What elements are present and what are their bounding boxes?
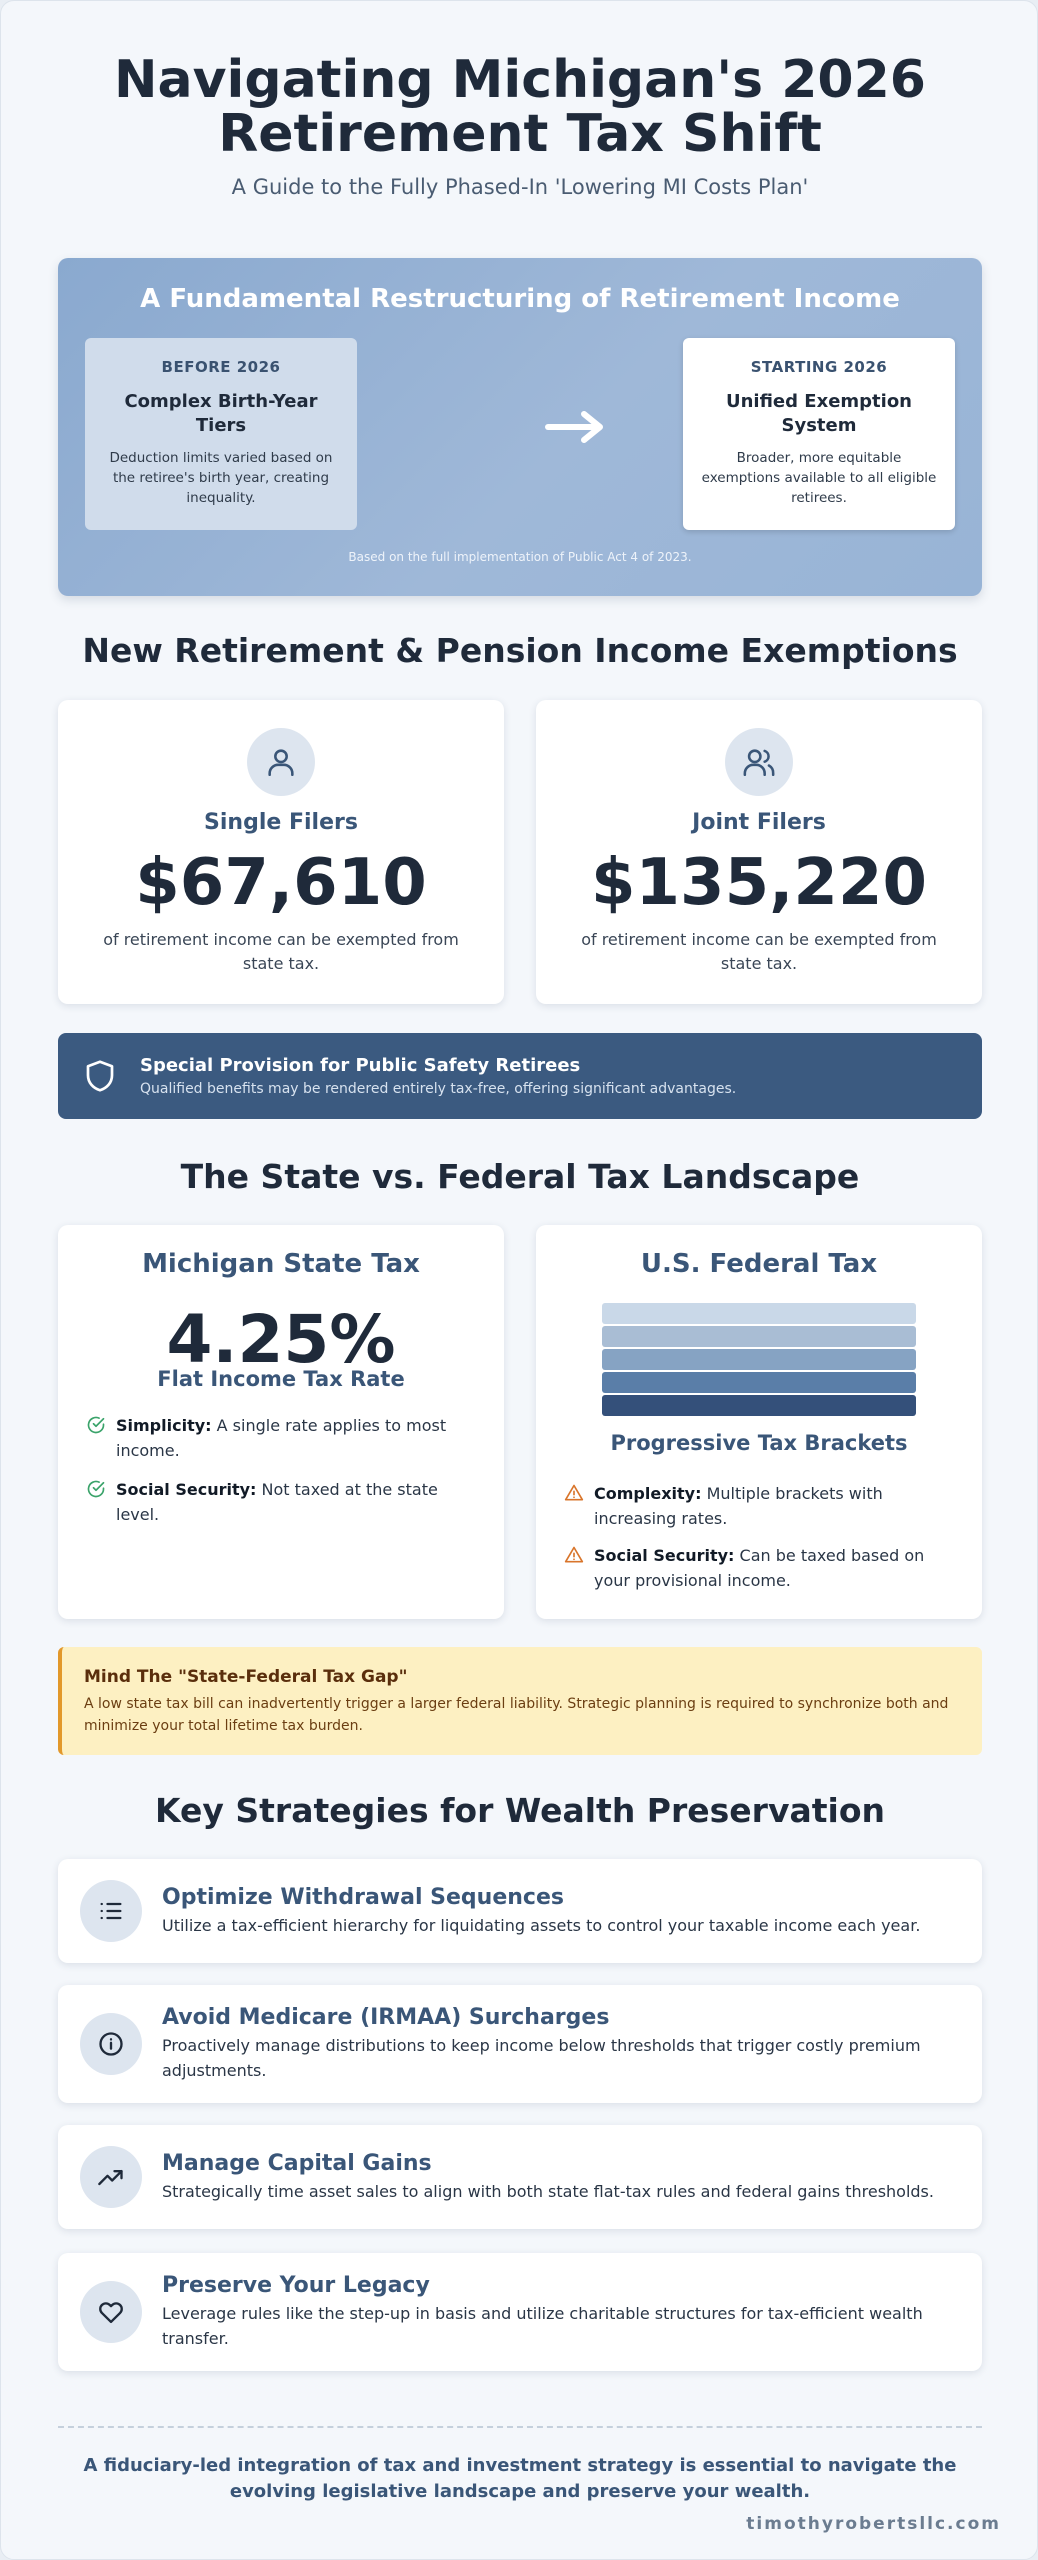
strategy-text: Leverage rules like the step-up in basis… [162, 2304, 923, 2348]
restructuring-heading: A Fundamental Restructuring of Retiremen… [140, 284, 900, 314]
arrow-right-icon [544, 410, 606, 444]
strategy-text: Utilize a tax-efficient hierarchy for li… [162, 1916, 921, 1935]
footer-divider [58, 2426, 982, 2428]
strategy-title: Avoid Medicare (IRMAA) Surcharges [162, 2005, 610, 2030]
strategy-title: Preserve Your Legacy [162, 2273, 430, 2298]
state-bullet-social-security: Social Security: Not taxed at the state … [86, 1477, 478, 1527]
tax-bracket-bar [602, 1303, 916, 1324]
tax-gap-callout: Mind The "State-Federal Tax Gap" A low s… [58, 1647, 982, 1755]
michigan-state-tax-card: Michigan State Tax 4.25% Flat Income Tax… [58, 1225, 504, 1619]
user-icon [247, 728, 315, 796]
check-circle-icon [86, 1477, 116, 1527]
strategy-text: Strategically time asset sales to align … [162, 2182, 934, 2201]
single-filers-card: Single Filers $67,610 of retirement inco… [58, 700, 504, 1004]
before-2026-box: BEFORE 2026 Complex Birth-Year Tiers Ded… [85, 338, 357, 530]
state-rate-label: Flat Income Tax Rate [157, 1367, 405, 1391]
federal-bullet-complexity: Complexity: Multiple brackets with incre… [564, 1481, 956, 1531]
title-line-2: Retirement Tax Shift [218, 104, 822, 164]
page-title: Navigating Michigan's 2026 Retirement Ta… [61, 53, 979, 161]
heart-icon [80, 2281, 142, 2343]
single-filers-description: of retirement income can be exempted fro… [103, 930, 459, 973]
tax-bracket-bar [602, 1372, 916, 1393]
shield-icon [82, 1057, 118, 1099]
tax-gap-title: Mind The "State-Federal Tax Gap" [84, 1667, 408, 1687]
joint-filers-card: Joint Filers $135,220 of retirement inco… [536, 700, 982, 1004]
strategy-card-irmaa: Avoid Medicare (IRMAA) Surcharges Proact… [58, 1985, 982, 2103]
state-tax-title: Michigan State Tax [142, 1249, 420, 1279]
strategy-title: Manage Capital Gains [162, 2151, 432, 2176]
single-filers-title: Single Filers [204, 810, 358, 835]
check-circle-icon [86, 1413, 116, 1463]
list-icon [80, 1880, 142, 1942]
state-tax-rate: 4.25% [166, 1301, 396, 1378]
strategy-card-withdrawal: Optimize Withdrawal Sequences Utilize a … [58, 1859, 982, 1963]
public-safety-banner: Special Provision for Public Safety Reti… [58, 1033, 982, 1119]
before-description: Deduction limits varied based on the ret… [109, 450, 333, 506]
joint-filers-amount: $135,220 [590, 846, 928, 920]
tax-bracket-bar [602, 1326, 916, 1347]
warning-triangle-icon [564, 1481, 594, 1531]
website-link[interactable]: timothyrobertsllc.com [746, 2514, 1001, 2534]
us-federal-tax-card: U.S. Federal Tax Progressive Tax Bracket… [536, 1225, 982, 1619]
public-act-note: Based on the full implementation of Publ… [348, 550, 692, 564]
after-label: STARTING 2026 [750, 358, 888, 376]
strategy-card-legacy: Preserve Your Legacy Leverage rules like… [58, 2253, 982, 2371]
starting-2026-box: STARTING 2026 Unified Exemption System B… [683, 338, 955, 530]
state-bullet-simplicity: Simplicity: A single rate applies to mos… [86, 1413, 478, 1463]
users-icon [725, 728, 793, 796]
closing-statement: A fiduciary-led integration of tax and i… [83, 2455, 957, 2502]
tax-bracket-bar [602, 1349, 916, 1370]
state-bullet-text: Simplicity: A single rate applies to mos… [116, 1416, 447, 1460]
strategy-title: Optimize Withdrawal Sequences [162, 1885, 564, 1910]
federal-bullet-text: Social Security: Can be taxed based on y… [594, 1546, 925, 1590]
landscape-heading: The State vs. Federal Tax Landscape [180, 1157, 860, 1196]
before-label: BEFORE 2026 [161, 358, 281, 376]
single-filers-amount: $67,610 [135, 846, 427, 920]
after-description: Broader, more equitable exemptions avail… [701, 450, 937, 506]
trending-up-icon [80, 2146, 142, 2208]
info-icon [80, 2013, 142, 2075]
title-line-1: Navigating Michigan's 2026 [114, 50, 926, 110]
tax-bracket-bar [602, 1395, 916, 1416]
brackets-label: Progressive Tax Brackets [610, 1431, 908, 1455]
federal-bullet-social-security: Social Security: Can be taxed based on y… [564, 1543, 956, 1593]
state-bullet-text: Social Security: Not taxed at the state … [116, 1480, 438, 1524]
strategy-card-capital-gains: Manage Capital Gains Strategically time … [58, 2125, 982, 2229]
provision-text: Qualified benefits may be rendered entir… [140, 1081, 737, 1097]
provision-title: Special Provision for Public Safety Reti… [140, 1055, 581, 1076]
strategy-text: Proactively manage distributions to keep… [162, 2036, 921, 2080]
federal-bullet-text: Complexity: Multiple brackets with incre… [594, 1484, 883, 1528]
exemptions-heading: New Retirement & Pension Income Exemptio… [82, 631, 958, 670]
tax-brackets-graphic [602, 1303, 916, 1418]
warning-triangle-icon [564, 1543, 594, 1593]
joint-filers-description: of retirement income can be exempted fro… [581, 930, 937, 973]
joint-filers-title: Joint Filers [692, 810, 826, 835]
restructuring-panel: A Fundamental Restructuring of Retiremen… [58, 258, 982, 596]
after-title: Unified Exemption System [725, 391, 912, 436]
before-title: Complex Birth-Year Tiers [124, 391, 318, 436]
strategies-heading: Key Strategies for Wealth Preservation [155, 1791, 885, 1830]
page-subtitle: A Guide to the Fully Phased-In 'Lowering… [231, 175, 809, 199]
tax-gap-text: A low state tax bill can inadvertently t… [84, 1696, 949, 1734]
federal-tax-title: U.S. Federal Tax [640, 1249, 878, 1279]
